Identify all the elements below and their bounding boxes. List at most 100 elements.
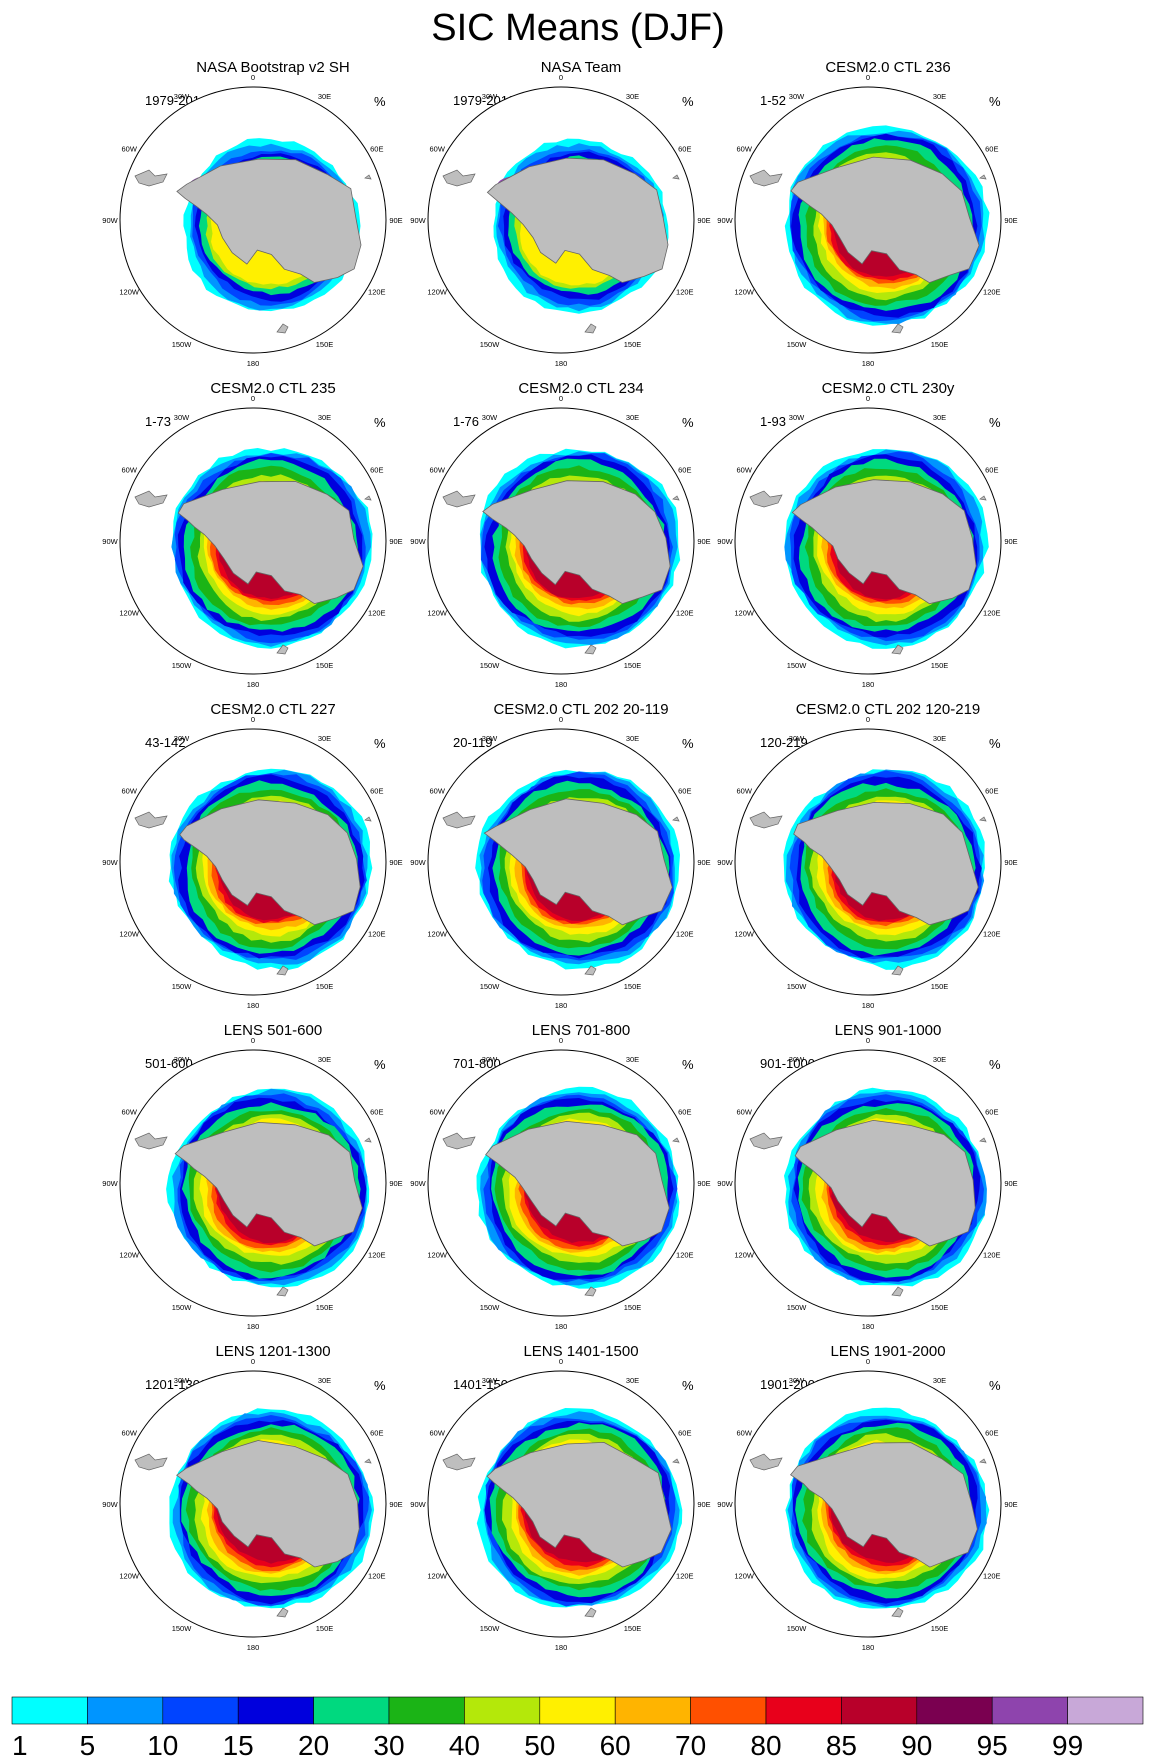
panel-title: CESM2.0 CTL 230y <box>822 380 955 397</box>
longitude-label: 90E <box>389 858 402 867</box>
panel-period: 120-219 <box>760 735 808 750</box>
longitude-label: 150E <box>624 982 642 991</box>
longitude-label: 0 <box>866 1357 870 1366</box>
longitude-label: 120W <box>427 609 448 618</box>
longitude-label: 0 <box>559 73 563 82</box>
longitude-label: 0 <box>251 394 255 403</box>
longitude-label: 60W <box>429 466 445 475</box>
panel-period: 701-800 <box>453 1056 501 1071</box>
island-land <box>979 495 987 501</box>
panel-units: % <box>989 94 1001 109</box>
colorbar-tick-label: 90 <box>901 1730 932 1759</box>
colorbar-swatch <box>916 1696 993 1725</box>
longitude-label: 180 <box>555 680 568 689</box>
island-land <box>364 174 372 180</box>
colorbar-tick-label: 50 <box>524 1730 555 1759</box>
longitude-label: 150W <box>480 661 501 670</box>
longitude-label: 150W <box>172 661 193 670</box>
longitude-label: 150E <box>931 982 949 991</box>
longitude-label: 0 <box>866 1036 870 1045</box>
antarctica-land <box>486 157 669 283</box>
antarctica-land <box>176 158 362 283</box>
longitude-label: 150E <box>316 1624 334 1633</box>
longitude-label: 60W <box>429 787 445 796</box>
longitude-label: 30E <box>933 92 946 101</box>
longitude-label: 120E <box>676 1572 694 1581</box>
longitude-label: 150E <box>931 661 949 670</box>
longitude-label: 120E <box>676 930 694 939</box>
longitude-label: 60W <box>736 787 752 796</box>
longitude-label: 90W <box>717 1179 733 1188</box>
longitude-label: 60E <box>678 145 691 154</box>
longitude-label: 180 <box>247 1643 260 1652</box>
island-land <box>979 816 987 822</box>
colorbar-tick-label: 15 <box>223 1730 254 1759</box>
longitude-label: 0 <box>866 394 870 403</box>
longitude-label: 120W <box>119 609 140 618</box>
longitude-label: 120W <box>427 930 448 939</box>
south-america-land <box>134 169 168 187</box>
longitude-label: 0 <box>559 394 563 403</box>
new-zealand-land <box>276 1607 289 1618</box>
longitude-label: 120E <box>983 609 1001 618</box>
antarctica-land <box>174 1121 363 1247</box>
colorbar-tick-label: 20 <box>298 1730 329 1759</box>
longitude-label: 30W <box>482 413 498 422</box>
colorbar-swatch <box>765 1696 842 1725</box>
panel-title: CESM2.0 CTL 202 20-119 <box>493 701 668 718</box>
colorbar: 1 5 10 15 20 30 40 50 60 70 80 85 90 95 99 <box>11 1696 1144 1759</box>
longitude-label: 120E <box>676 609 694 618</box>
colorbar-swatch <box>464 1696 541 1725</box>
panel-units: % <box>682 1378 694 1393</box>
longitude-label: 60W <box>121 145 137 154</box>
longitude-label: 180 <box>555 1643 568 1652</box>
longitude-label: 90E <box>697 216 710 225</box>
longitude-label: 30E <box>626 1055 639 1064</box>
panel-title: LENS 901-1000 <box>835 1022 942 1039</box>
antarctica-land <box>790 156 980 284</box>
panel-units: % <box>989 415 1001 430</box>
panel-units: % <box>682 736 694 751</box>
longitude-label: 0 <box>251 1357 255 1366</box>
panel-units: % <box>989 1057 1001 1072</box>
longitude-label: 90E <box>1004 858 1017 867</box>
longitude-label: 30E <box>318 413 331 422</box>
longitude-label: 60W <box>736 466 752 475</box>
longitude-label: 90W <box>410 1179 426 1188</box>
south-america-land <box>442 1453 476 1471</box>
new-zealand-land <box>891 1607 904 1618</box>
new-zealand-land <box>584 644 597 655</box>
longitude-label: 90E <box>389 1500 402 1509</box>
longitude-label: 150W <box>480 1624 501 1633</box>
map-panel: CESM2.0 CTL 236 1-52 % 0 30E 60E 90E 120E 150E 18… <box>717 59 1017 368</box>
island-land <box>364 1458 372 1464</box>
south-america-land <box>134 490 168 508</box>
longitude-label: 30W <box>482 734 498 743</box>
longitude-label: 120E <box>368 288 386 297</box>
longitude-label: 0 <box>251 73 255 82</box>
colorbar-tick-label: 85 <box>826 1730 857 1759</box>
longitude-label: 30E <box>933 1055 946 1064</box>
longitude-label: 150E <box>624 340 642 349</box>
longitude-label: 60E <box>370 466 383 475</box>
longitude-label: 120E <box>983 1572 1001 1581</box>
longitude-label: 90W <box>717 216 733 225</box>
panel-title: LENS 501-600 <box>224 1022 322 1039</box>
south-america-land <box>134 1132 168 1150</box>
longitude-label: 30W <box>174 734 190 743</box>
longitude-label: 60E <box>985 145 998 154</box>
longitude-label: 60E <box>370 1108 383 1117</box>
panel-title: CESM2.0 CTL 236 <box>825 59 950 76</box>
longitude-label: 60E <box>678 787 691 796</box>
panel-period: 20-119 <box>453 735 493 750</box>
longitude-label: 180 <box>247 1322 260 1331</box>
longitude-label: 30E <box>933 734 946 743</box>
colorbar-tick-label: 99 <box>1052 1730 1083 1759</box>
panel-units: % <box>682 1057 694 1072</box>
longitude-label: 90E <box>697 1179 710 1188</box>
longitude-label: 0 <box>251 1036 255 1045</box>
island-land <box>979 174 987 180</box>
